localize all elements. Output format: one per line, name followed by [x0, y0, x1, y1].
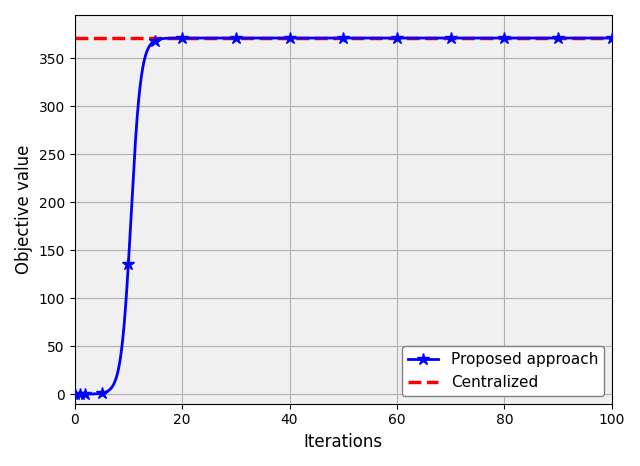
Y-axis label: Objective value: Objective value [15, 144, 33, 274]
X-axis label: Iterations: Iterations [303, 433, 383, 451]
Legend: Proposed approach, Centralized: Proposed approach, Centralized [402, 346, 604, 396]
